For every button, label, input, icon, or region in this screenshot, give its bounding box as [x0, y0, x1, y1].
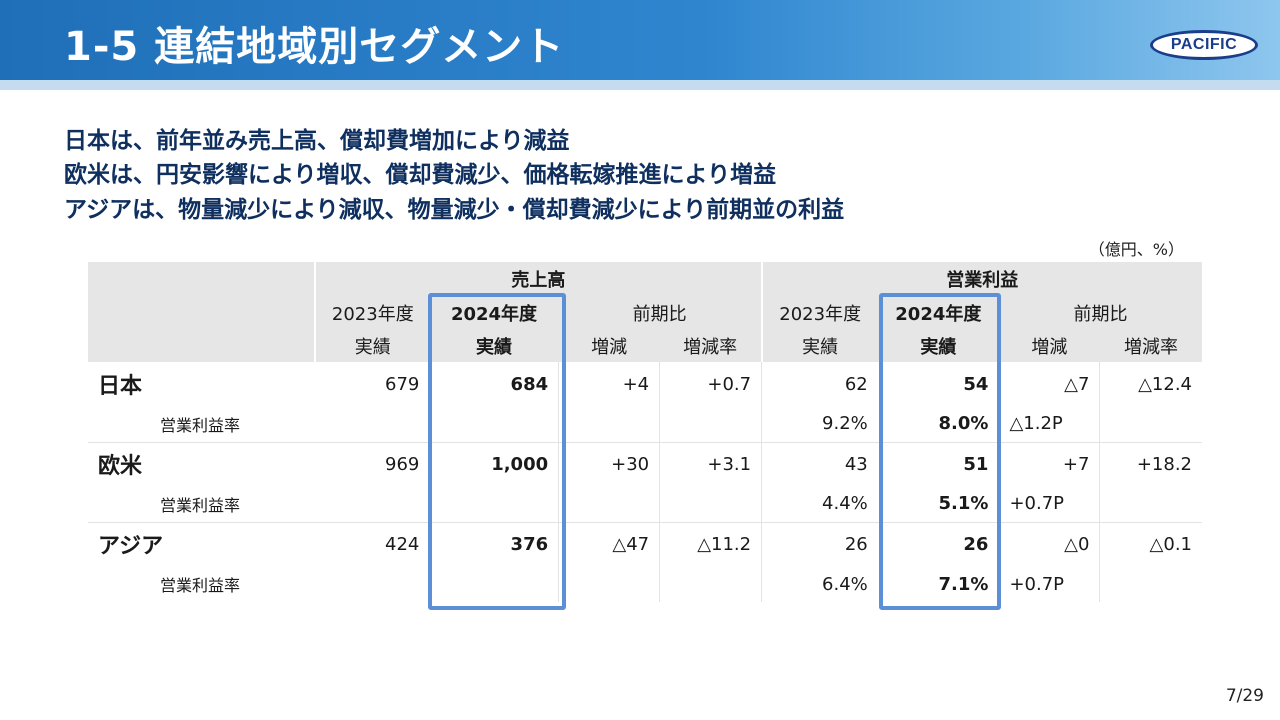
sales-2023-header: 2023年度: [315, 296, 430, 329]
headline-asia: アジアは、物量減少により減収、物量減少・償却費減少により前期並の利益: [64, 197, 845, 223]
page-title: 1-5 連結地域別セグメント: [64, 24, 565, 70]
margin-label: 営業利益率: [88, 486, 316, 523]
op-2024-cell: 54: [963, 373, 989, 395]
op-2023-cell: 26: [761, 522, 878, 566]
profit-rate-header: 増減率: [1099, 329, 1202, 362]
sales-2024-header: 2024年度: [429, 296, 559, 329]
sales-change-cell: +4: [558, 362, 660, 406]
sales-rate-cell: +3.1: [659, 442, 762, 486]
margin-2024-cell: 5.1%: [877, 486, 999, 523]
profit-2023-actual-header: 実績: [761, 329, 878, 362]
sales-2023-cell: 679: [385, 373, 420, 395]
profit-change-header: 増減: [998, 329, 1100, 362]
company-logo: PACIFIC: [1150, 30, 1258, 60]
margin-2023-cell: 9.2%: [761, 406, 878, 443]
profit-2024-header: 2024年度: [877, 296, 999, 329]
margin-2024-cell: 8.0%: [877, 406, 999, 443]
margin-2024-cell: 7.1%: [938, 573, 989, 595]
op-2023-cell: 62: [761, 362, 878, 406]
sales-2023-cell: 424: [385, 533, 420, 555]
op-change-cell: △0: [998, 522, 1100, 566]
op-rate-cell: △0.1: [1099, 522, 1202, 566]
headline-americas-europe: 欧米は、円安影響により増収、償却費減少、価格転嫁推進により増益: [64, 162, 777, 188]
sales-change-header: 増減: [558, 329, 660, 362]
header-corner: [88, 262, 317, 362]
profit-2024-actual-header: 実績: [877, 329, 999, 362]
profit-yoy-header: 前期比: [998, 296, 1202, 329]
headline-japan: 日本は、前年並み売上高、償却費増加により減益: [64, 128, 570, 154]
group-sales-header: 売上高: [315, 262, 763, 296]
table-row-japan: 日本 679 684 +4 +0.7 62 54 △7 △12.4: [88, 362, 1202, 406]
margin-change-cell: +0.7P: [998, 566, 1100, 602]
region-label: 日本: [98, 374, 143, 399]
margin-2023-cell: 6.4%: [761, 566, 878, 602]
sales-rate-header: 増減率: [659, 329, 763, 362]
sales-change-cell: +30: [558, 442, 660, 486]
header-row-groups: 売上高 営業利益: [88, 262, 1202, 362]
table-row-americas-europe: 欧米 969 1,000 +30 +3.1 43 51 +7 +18.2: [88, 442, 1202, 486]
margin-label: 営業利益率: [160, 576, 241, 595]
table-row-japan-margin: 営業利益率 9.2% 8.0% △1.2P: [88, 406, 1202, 443]
table-row-asia-margin: 営業利益率 6.4% 7.1% +0.7P: [88, 566, 1202, 602]
table-row-americas-europe-margin: 営業利益率 4.4% 5.1% +0.7P: [88, 486, 1202, 523]
page-number: 7/29: [1225, 686, 1264, 706]
profit-2023-header: 2023年度: [761, 296, 878, 329]
sales-2023-actual-header: 実績: [315, 329, 430, 362]
group-profit-header: 営業利益: [761, 262, 1202, 296]
sales-2023-cell: 969: [385, 453, 420, 475]
op-2023-cell: 43: [761, 442, 878, 486]
header-row-sub: 実績 実績 増減 増減率 実績 実績 増減 増減率: [88, 329, 1202, 362]
op-rate-cell: +18.2: [1099, 442, 1202, 486]
region-label: アジア: [98, 534, 164, 560]
header-row-years: 2023年度 2024年度 前期比 2023年度 2024年度 前期比: [88, 296, 1202, 329]
op-2024-cell: 51: [963, 453, 989, 475]
sales-2024-cell: 684: [510, 373, 549, 395]
table-row-asia: アジア 424 376 △47 △11.2 26 26 △0 △0.1: [88, 522, 1202, 566]
sales-change-cell: △47: [558, 522, 660, 566]
sales-2024-actual-header: 実績: [429, 329, 559, 362]
sales-rate-cell: △11.2: [659, 522, 762, 566]
region-label: 欧米: [98, 454, 143, 480]
sales-2024-cell: 376: [510, 533, 549, 555]
op-2024-cell: 26: [963, 533, 989, 555]
sales-2024-cell: 1,000: [491, 453, 549, 475]
segment-table: 売上高 営業利益 2023年度 2024年度 前期比 2023年度 2024年度…: [88, 262, 1202, 602]
unit-note: （億円、%）: [1088, 240, 1184, 259]
margin-change-cell: △1.2P: [998, 406, 1100, 443]
sales-yoy-header: 前期比: [558, 296, 763, 329]
margin-change-cell: +0.7P: [998, 486, 1100, 523]
op-change-cell: △7: [998, 362, 1100, 406]
op-rate-cell: △12.4: [1099, 362, 1202, 406]
sales-rate-cell: +0.7: [659, 362, 762, 406]
header-band: [0, 0, 1280, 80]
margin-label: 営業利益率: [88, 406, 316, 443]
op-change-cell: +7: [998, 442, 1100, 486]
header-strip: [0, 80, 1280, 90]
margin-2023-cell: 4.4%: [761, 486, 878, 523]
